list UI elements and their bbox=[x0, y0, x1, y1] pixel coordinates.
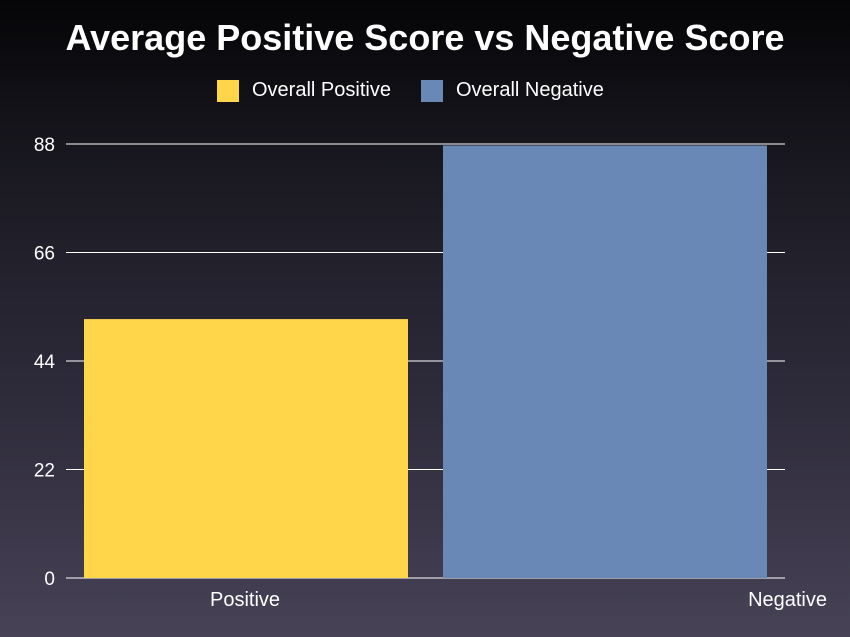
legend: Overall Positive Overall Negative bbox=[217, 79, 604, 102]
legend-swatch-overall-negative bbox=[421, 80, 443, 102]
legend-swatch-overall-positive bbox=[217, 80, 239, 102]
y-tick-label-66: 66 bbox=[34, 244, 55, 265]
y-tick-label-0: 0 bbox=[44, 569, 55, 590]
y-axis-tick-labels: 0 22 44 66 88 bbox=[34, 135, 56, 590]
legend-label-overall-positive: Overall Positive bbox=[252, 79, 391, 101]
y-tick-label-88: 88 bbox=[34, 135, 55, 156]
bars bbox=[84, 145, 767, 578]
bar-negative bbox=[443, 145, 767, 578]
y-tick-label-44: 44 bbox=[34, 352, 56, 373]
x-axis-category-labels: Positive Negative bbox=[210, 589, 827, 611]
y-tick-label-22: 22 bbox=[34, 461, 55, 482]
bar-positive bbox=[84, 319, 408, 578]
chart-title: Average Positive Score vs Negative Score bbox=[65, 17, 784, 58]
x-category-label-negative: Negative bbox=[748, 589, 827, 611]
x-category-label-positive: Positive bbox=[210, 589, 280, 611]
legend-label-overall-negative: Overall Negative bbox=[456, 79, 604, 101]
